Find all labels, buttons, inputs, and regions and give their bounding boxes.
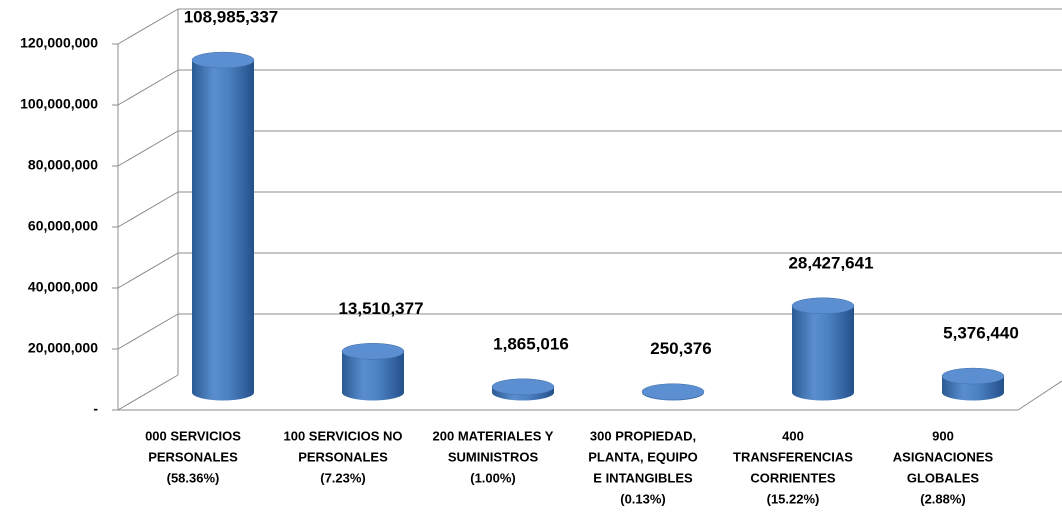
bar-top xyxy=(341,343,405,360)
y-tick-label: 60,000,000 xyxy=(28,218,98,234)
x-tick-label: 100 SERVICIOS NO xyxy=(284,428,403,443)
y-tick-label: 40,000,000 xyxy=(28,279,98,295)
x-tick-label: 000 SERVICIOS xyxy=(145,428,241,443)
y-tick-label: 80,000,000 xyxy=(28,157,98,173)
x-tick-label: CORRIENTES xyxy=(750,470,836,485)
grid-line xyxy=(117,374,179,411)
grid-line xyxy=(117,313,179,350)
value-label: 13,510,377 xyxy=(338,299,423,318)
bar-top xyxy=(191,51,255,69)
bar xyxy=(342,351,404,401)
x-tick-label: (1.00%) xyxy=(470,470,516,485)
bar xyxy=(492,386,554,401)
x-tick-label: 400 xyxy=(782,428,804,443)
x-tick-label: SUMINISTROS xyxy=(448,449,539,464)
value-label: 5,376,440 xyxy=(943,324,1019,343)
x-tick-label: (58.36%) xyxy=(167,470,220,485)
grid-line xyxy=(117,69,179,106)
bar-top xyxy=(641,383,705,400)
y-tick-label: 120,000,000 xyxy=(20,35,98,51)
x-tick-label: 200 MATERIALES Y xyxy=(433,428,554,443)
x-tick-label: PLANTA, EQUIPO xyxy=(588,449,698,464)
x-tick-label: GLOBALES xyxy=(907,470,980,485)
bar xyxy=(192,60,254,401)
grid-line xyxy=(117,191,179,228)
bar xyxy=(792,305,854,401)
grid-line xyxy=(117,252,179,289)
grid-line xyxy=(117,130,179,167)
y-tick-label: 100,000,000 xyxy=(20,96,98,112)
x-tick-label: E INTANGIBLES xyxy=(593,470,693,485)
x-tick-label: (0.13%) xyxy=(620,491,666,506)
x-tick-label: (15.22%) xyxy=(767,491,820,506)
x-tick-label: PERSONALES xyxy=(148,449,238,464)
axes-frame xyxy=(117,9,1062,411)
bar xyxy=(942,376,1004,401)
x-tick-label: PERSONALES xyxy=(298,449,388,464)
x-tick-label: (2.88%) xyxy=(920,491,966,506)
value-label: 108,985,337 xyxy=(184,8,279,27)
x-tick-label: TRANSFERENCIAS xyxy=(733,449,853,464)
x-tick-label: ASIGNACIONES xyxy=(893,449,994,464)
bar-top xyxy=(791,297,855,315)
x-tick-label: 300 PROPIEDAD, xyxy=(590,428,696,443)
bar-top xyxy=(491,378,555,396)
grid-line xyxy=(117,8,179,45)
x-tick-label: 900 xyxy=(932,428,954,443)
y-tick-label: - xyxy=(93,401,98,417)
bar-top xyxy=(941,367,1005,385)
x-tick-label: (7.23%) xyxy=(320,470,366,485)
value-label: 1,865,016 xyxy=(493,334,569,353)
value-label: 28,427,641 xyxy=(788,253,873,272)
y-tick-label: 20,000,000 xyxy=(28,340,98,356)
value-label: 250,376 xyxy=(650,339,711,358)
